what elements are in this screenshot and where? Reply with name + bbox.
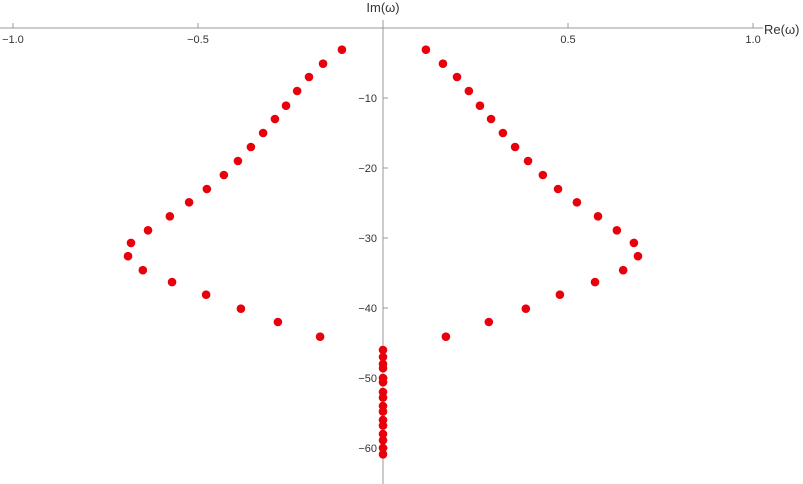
point [590,277,600,287]
point [510,142,520,152]
point [378,377,388,387]
point [292,86,302,96]
point [378,393,388,402]
point [618,265,628,275]
point [167,277,177,287]
y-tick-label: −30 [358,233,377,245]
x-tick-label: −1.0 [2,34,24,46]
point [378,429,388,439]
point [143,226,153,235]
point [378,450,388,459]
point [593,212,603,221]
point [281,101,291,110]
point [441,332,451,342]
point [318,59,328,68]
point [629,238,639,248]
y-tick-label: −50 [358,373,377,385]
point [523,156,533,166]
point [572,198,582,207]
x-tick-label: 1.0 [745,34,760,46]
point [202,184,212,194]
point [165,212,175,221]
point [378,407,388,416]
point [438,59,448,68]
y-axis-label: Im(ω) [366,0,399,15]
point [633,251,643,261]
point [219,170,229,180]
point [464,86,474,96]
point [337,45,347,54]
point [126,238,136,248]
point [498,128,508,138]
point [452,72,462,82]
point [484,317,494,327]
point [486,114,496,124]
y-tick-label: −10 [358,93,377,105]
point [138,265,148,275]
point [236,304,246,314]
point [421,45,431,54]
point [538,170,548,180]
point [270,114,280,124]
point [378,436,388,445]
point [184,198,194,207]
point [258,128,268,138]
point [378,443,388,453]
point [123,251,133,261]
point [378,345,388,355]
point [553,184,563,194]
point [304,72,314,82]
point [475,101,485,110]
x-axis-label: Re(ω) [764,22,799,37]
point [273,317,283,327]
point [612,226,622,235]
x-tick-label: −0.5 [187,34,209,46]
point [246,142,256,152]
point [521,304,531,314]
point [378,352,388,362]
y-tick-label: −20 [358,163,377,175]
point [378,363,388,373]
point [378,421,388,430]
point [555,290,565,300]
point [315,332,325,342]
y-tick-label: −40 [358,303,377,315]
y-tick-label: −60 [358,443,377,455]
x-tick-label: 0.5 [560,34,575,46]
point [201,290,211,300]
point [233,156,243,166]
